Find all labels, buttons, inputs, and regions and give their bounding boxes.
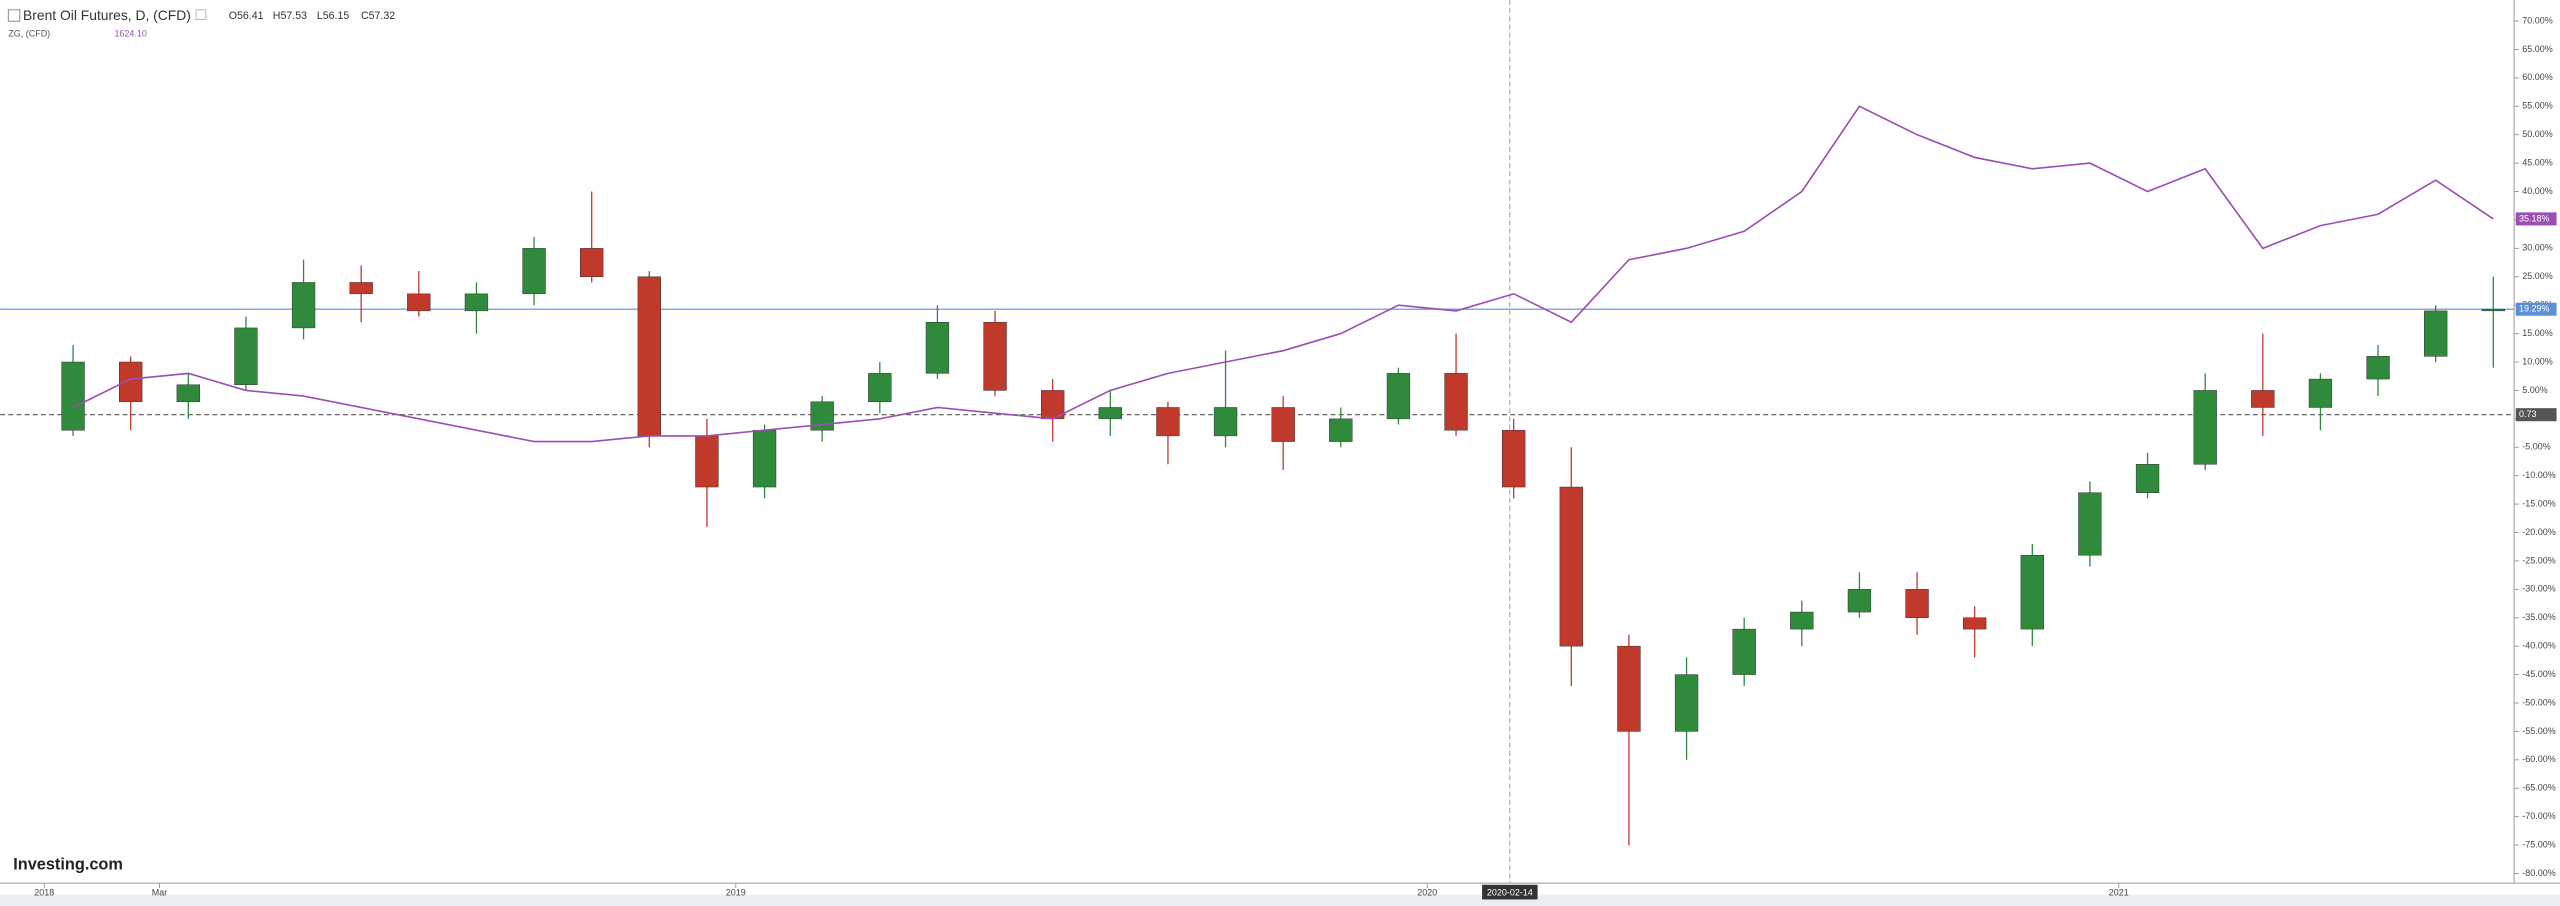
candle-body [1905,589,1929,618]
candle-body [2193,390,2217,465]
candle-body [1213,407,1238,437]
last-label: 35.18% [2519,213,2549,223]
price-label-box [2515,302,2557,316]
candle-body [1674,674,1699,732]
candle-body [291,282,316,329]
price-label-box [2515,408,2557,422]
y-tick-label: 55.00% [2522,101,2552,111]
candle-body [925,321,950,374]
candle-body [407,293,431,312]
series-line [72,105,2494,443]
logo: Investing.com [13,856,123,874]
scroll-strip [0,894,2560,906]
y-tick-label: -45.00% [2522,669,2555,679]
candle-body [868,373,892,403]
y-tick-label: -15.00% [2522,498,2555,508]
x-tick-label: 2019 [726,887,746,897]
candle-body [810,401,834,431]
series-2-quote: 1624.10 [114,29,146,39]
candle-body [1963,617,1987,630]
quote-value: C57.32 [361,10,395,22]
candle-body [983,321,1007,391]
y-tick-label: 30.00% [2522,243,2552,253]
candle-body [464,293,489,312]
y-tick-label: -10.00% [2522,470,2555,480]
candle-body [1156,407,1180,437]
candle-body [2020,554,2044,630]
y-tick-label: 10.00% [2522,356,2552,366]
x-tick-label: 2020 [1417,887,1437,897]
last-label-box [2515,212,2557,226]
y-tick-label: -30.00% [2522,584,2555,594]
candle-body [580,248,604,278]
candle-body [1502,429,1526,488]
candle-body [1386,373,1411,420]
candle-body [234,327,258,385]
candle-body [2251,390,2275,408]
price-label: 0.73 [2519,409,2536,419]
y-tick-label: -50.00% [2522,697,2555,707]
crosshair-label: 2020-02-14 [1487,887,1533,897]
series-2-name: ZG, (CFD) [8,29,50,39]
y-tick-label: -40.00% [2522,641,2555,651]
y-tick-label: 60.00% [2522,72,2552,82]
candle-body [1617,645,1641,732]
x-tick-label: Mar [152,887,167,897]
candle-body [61,361,85,431]
y-tick-label: -80.00% [2522,868,2555,878]
crosshair-label-box [1482,884,1538,900]
candle-body [1444,373,1468,431]
candle-body [349,282,373,295]
quote-value: L56.15 [317,10,350,22]
y-tick-label: -5.00% [2522,442,2550,452]
y-tick-label: 15.00% [2522,328,2552,338]
candle-body [1098,407,1122,420]
x-tick-label: 2021 [2109,887,2129,897]
candle-body [637,276,661,437]
collapse-icon[interactable] [7,9,21,22]
candle-body [1847,589,1872,613]
y-tick-label: -65.00% [2522,783,2555,793]
candle-body [2135,464,2160,493]
y-tick-label: 50.00% [2522,129,2552,139]
price-label: 19.29% [2519,304,2549,314]
y-tick-label: -70.00% [2522,811,2555,821]
y-tick-label: 40.00% [2522,186,2552,196]
y-tick-label: 25.00% [2522,271,2552,281]
candle-body [2481,308,2505,312]
candle-body [1732,628,1756,675]
y-tick-label: -20.00% [2522,527,2555,537]
candle-body [2366,356,2390,380]
y-tick-label: -55.00% [2522,726,2555,736]
y-tick-label: -35.00% [2522,612,2555,622]
candle-body [1329,418,1353,442]
quote-value: O56.41 [229,10,264,22]
y-tick-label: 45.00% [2522,157,2552,167]
x-tick-label: 2018 [34,887,54,897]
y-tick-label: -60.00% [2522,754,2555,764]
candle-body [2424,310,2448,357]
y-tick-label: 65.00% [2522,44,2552,54]
chart-title: Brent Oil Futures, D, (CFD) [23,7,191,23]
candle-body [2308,378,2333,408]
quote-value: H57.53 [273,10,307,22]
candle-body [522,248,546,295]
candle-body [1790,611,1814,630]
settings-icon [195,9,207,20]
candle-body [1559,486,1583,647]
candle-body [752,429,777,488]
candle-body [695,435,719,488]
candle-body [2078,492,2102,556]
candle-body [119,361,143,403]
y-tick-label: 70.00% [2522,15,2552,25]
candle-body [176,384,200,403]
y-tick-label: -75.00% [2522,839,2555,849]
y-tick-label: 5.00% [2522,385,2547,395]
y-tick-label: -25.00% [2522,555,2555,565]
candle-body [1271,407,1295,442]
